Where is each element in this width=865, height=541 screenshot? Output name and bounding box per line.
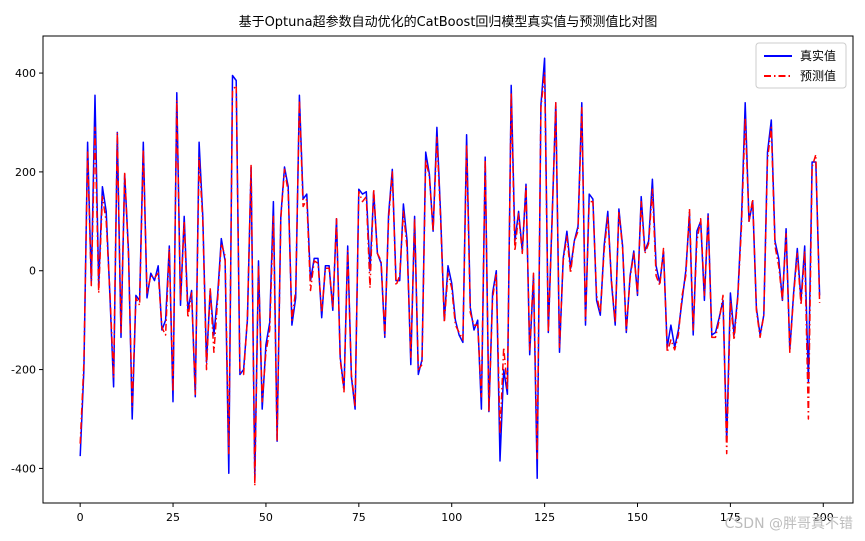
y-tick-label: -400: [11, 462, 36, 475]
x-tick-label: 175: [720, 511, 741, 524]
legend-label: 真实值: [800, 48, 836, 63]
y-tick-label: -200: [11, 364, 36, 377]
x-tick-label: 0: [77, 511, 84, 524]
series-lines: [79, 57, 821, 487]
x-tick-label: 100: [441, 511, 462, 524]
axis-ticks: 0 25 50 75 100 125 150 175 200 -400 -200 0 200 400: [11, 67, 834, 524]
y-tick-label: 400: [15, 67, 36, 80]
x-tick-label: 50: [259, 511, 273, 524]
y-tick-label: 200: [15, 166, 36, 179]
chart-title: 基于Optuna超参数自动优化的CatBoost回归模型真实值与预测值比对图: [239, 14, 658, 30]
series-line-predicted: [79, 72, 821, 487]
x-tick-label: 75: [352, 511, 366, 524]
x-tick-label: 200: [813, 511, 834, 524]
y-tick-label: 0: [29, 265, 36, 278]
x-tick-label: 125: [534, 511, 555, 524]
legend-label: 预测值: [800, 68, 836, 83]
x-tick-label: 150: [627, 511, 648, 524]
watermark-text: CSDN @胖哥真不错: [725, 516, 853, 532]
x-tick-label: 25: [166, 511, 180, 524]
series-line-actual: [79, 57, 821, 480]
axes-frame: [42, 35, 854, 504]
